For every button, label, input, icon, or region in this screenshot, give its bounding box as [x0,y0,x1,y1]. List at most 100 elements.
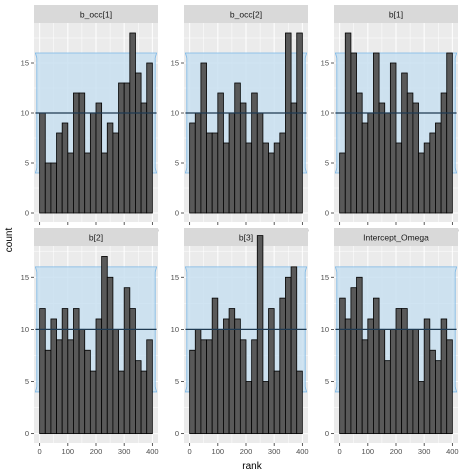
facet-strip-label: b_occ[2] [230,10,262,20]
histogram-bar [123,287,131,435]
y-tick-label: 5 [175,377,179,386]
histogram-bar [296,32,303,214]
histogram-bar [389,328,397,435]
histogram-bar [378,102,386,214]
histogram-bar [273,370,281,435]
histogram-bar [273,142,281,214]
histogram-bar [245,142,253,214]
histogram-bar [228,308,236,435]
histogram-bar [290,266,298,435]
histogram-bar [95,318,103,435]
histogram-bar [251,339,258,435]
facet-panel: Intercept_Omega 0 5 10 15 0 100 200 300 400 [321,228,459,456]
x-tick-label: 300 [118,447,131,456]
facet-strip-label: b_occ[1] [80,10,112,20]
y-tick-label: 0 [325,209,329,218]
histogram-bar [135,72,142,214]
y-tick-label: 15 [321,273,329,282]
histogram-bar [39,112,46,214]
x-axis-title: rank [242,461,262,472]
histogram-bar [418,381,425,435]
y-tick-label: 15 [321,59,329,68]
histogram-bar [356,276,363,435]
histogram-bar [44,349,52,435]
x-tick-label: 300 [418,447,431,456]
y-tick-label: 0 [25,429,29,438]
x-tick-label: 400 [446,447,459,456]
histogram-bar [78,328,86,435]
histogram-bar [435,360,442,435]
histogram-bar [211,297,219,435]
histogram-bar [89,370,97,435]
histogram-bar [84,152,91,214]
histogram-bar [251,92,258,214]
histogram-bar [189,122,196,214]
histogram-bar [50,162,57,214]
histogram-bar [279,297,286,435]
histogram-bar [406,328,414,435]
histogram-bar [406,92,414,214]
histogram-bar [339,152,346,214]
y-tick-label: 15 [171,273,179,282]
histogram-bar [84,349,91,435]
y-tick-label: 5 [25,159,29,168]
y-tick-label: 15 [21,273,29,282]
histogram-bar [245,381,253,435]
histogram-bar [361,122,369,214]
histogram-bar [67,339,74,435]
y-tick-label: 15 [21,59,29,68]
histogram-bar [78,92,86,214]
histogram-bar [412,102,419,214]
histogram-bar [106,276,114,435]
facet-panel: b[3] 0 5 10 15 0 100 200 300 400 [171,228,309,456]
histogram-bar [418,152,425,214]
y-tick-label: 10 [21,325,29,334]
histogram-bar [344,32,352,214]
histogram-bar [239,339,247,435]
facet-strip-label: b[3] [239,233,253,243]
histogram-bar [429,349,436,435]
histogram-bar [135,360,142,435]
histogram-bar [89,112,97,214]
histogram-bar [61,308,69,435]
facet-strip [184,228,308,246]
x-tick-label: 200 [240,447,253,456]
x-tick-label: 200 [390,447,403,456]
histogram-bar [223,142,230,214]
histogram-bar [389,62,397,214]
histogram-bar [140,102,148,214]
histogram-bar [435,122,442,214]
histogram-bar [279,132,286,214]
histogram-bar [200,62,207,214]
histogram-bar [395,308,403,435]
histogram-bar [223,318,230,435]
x-tick-label: 0 [38,447,42,456]
histogram-bar [146,339,153,435]
histogram-bar [350,52,357,214]
facet-panel: b[2] 0 5 10 15 0 100 200 300 400 [21,228,159,456]
x-tick-label: 400 [146,447,159,456]
facet-strip-label: b[1] [389,10,403,20]
x-tick-label: 200 [90,447,103,456]
histogram-bar [296,370,303,435]
histogram-bar [256,235,264,435]
histogram-bar [429,132,436,214]
histogram-bar [44,162,52,214]
histogram-bar [95,102,103,214]
histogram-bar [61,122,69,214]
histogram-bar [373,52,380,214]
histogram-bar [262,381,269,435]
histogram-bar [56,339,63,435]
histogram-bar [73,92,80,214]
histogram-bar [367,318,374,435]
histogram-bar [129,32,136,214]
histogram-bar [73,308,80,435]
histogram-bar [339,297,346,435]
histogram-bar [373,297,380,435]
histogram-bar [384,112,391,214]
histogram-bar [378,328,386,435]
histogram-bar [206,339,213,435]
